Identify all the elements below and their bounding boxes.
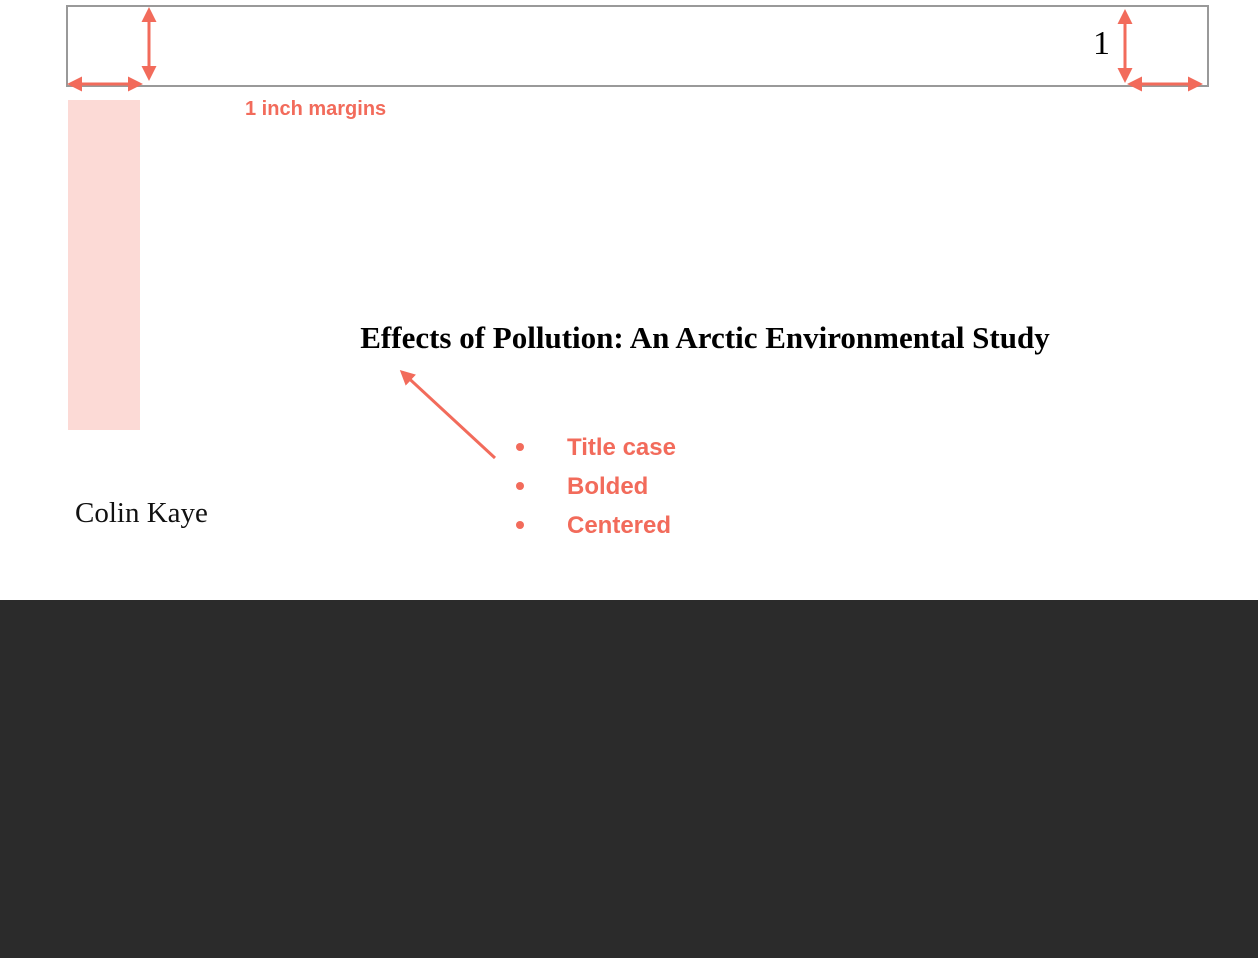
margin-arrows	[67, 6, 1203, 460]
author-name: Colin Kaye	[75, 497, 208, 529]
paper-title: Effects of Pollution: An Arctic Environm…	[360, 320, 1050, 355]
annotation: Title case	[567, 434, 676, 461]
bullets	[516, 443, 524, 529]
dark-background	[0, 600, 1258, 958]
annotation: Centered	[567, 512, 671, 539]
annotation: Bolded	[567, 473, 648, 500]
margin-note: 1 inch margins	[245, 98, 386, 120]
page-number: 1	[1093, 25, 1110, 62]
page-sheet	[0, 0, 1258, 600]
header-box	[66, 5, 1209, 87]
margin-shade	[68, 100, 140, 430]
